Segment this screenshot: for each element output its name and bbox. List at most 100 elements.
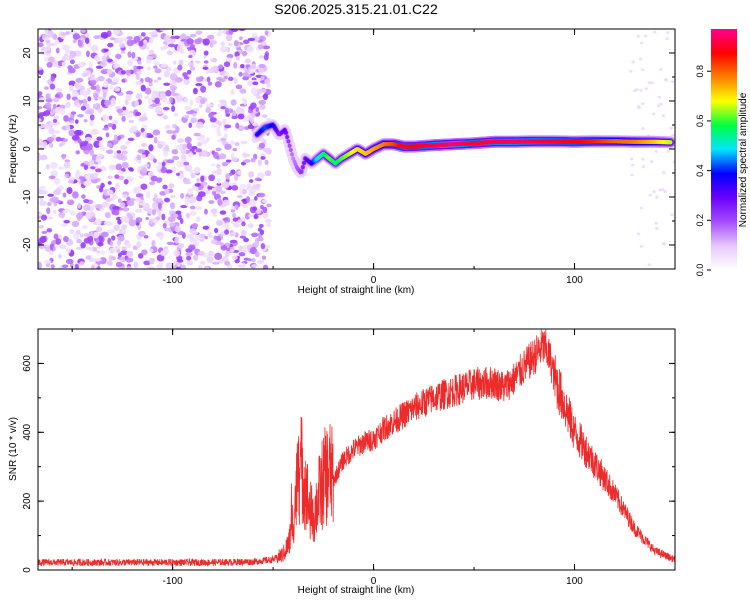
noise-dot bbox=[202, 225, 209, 230]
noise-dot bbox=[258, 99, 266, 106]
noise-dot bbox=[38, 112, 47, 117]
noise-dot bbox=[163, 70, 171, 78]
noise-dot bbox=[218, 64, 224, 70]
noise-dot bbox=[230, 89, 235, 95]
noise-dot bbox=[45, 39, 51, 44]
noise-dot bbox=[262, 45, 271, 50]
noise-dot bbox=[153, 158, 157, 163]
noise-dot bbox=[264, 159, 269, 166]
noise-dot bbox=[99, 250, 106, 255]
noise-dot bbox=[165, 169, 173, 174]
noise-dot bbox=[75, 246, 83, 251]
noise-dot bbox=[264, 30, 269, 36]
noise-dot bbox=[640, 102, 645, 106]
noise-dot bbox=[107, 42, 114, 48]
noise-dot bbox=[176, 261, 181, 267]
noise-dot bbox=[110, 97, 116, 104]
noise-dot bbox=[121, 115, 126, 122]
noise-dot bbox=[80, 242, 86, 249]
noise-dot bbox=[243, 237, 249, 243]
noise-dot bbox=[219, 242, 225, 247]
noise-dot bbox=[241, 188, 248, 195]
noise-dot bbox=[191, 230, 198, 236]
noise-dot bbox=[657, 95, 662, 99]
noise-dot bbox=[172, 155, 180, 161]
noise-dot bbox=[98, 141, 104, 148]
noise-dot bbox=[63, 161, 71, 169]
noise-dot bbox=[162, 115, 168, 120]
noise-dot bbox=[156, 177, 162, 183]
noise-dot bbox=[135, 80, 142, 86]
noise-dot bbox=[146, 66, 152, 71]
colorbar-tick-label: 0.8 bbox=[695, 65, 705, 78]
noise-dot bbox=[117, 198, 122, 203]
noise-dot bbox=[89, 79, 97, 86]
noise-dot bbox=[68, 67, 76, 74]
noise-dot bbox=[84, 136, 93, 142]
noise-dot bbox=[71, 91, 79, 97]
noise-dot bbox=[60, 108, 66, 115]
noise-dot bbox=[203, 50, 209, 56]
noise-dot bbox=[148, 144, 154, 152]
noise-dot bbox=[135, 92, 143, 100]
noise-dot bbox=[133, 65, 137, 73]
noise-dot bbox=[46, 44, 51, 52]
noise-dot bbox=[77, 40, 83, 47]
noise-dot bbox=[151, 208, 156, 216]
noise-dot bbox=[159, 94, 164, 101]
noise-dot bbox=[165, 262, 173, 269]
noise-dot bbox=[107, 123, 114, 128]
noise-dot bbox=[225, 173, 231, 180]
noise-dot bbox=[643, 34, 648, 38]
noise-dot bbox=[654, 221, 658, 225]
noise-dot bbox=[222, 118, 227, 126]
noise-dot bbox=[142, 130, 147, 139]
noise-dot bbox=[184, 115, 190, 119]
noise-dot bbox=[47, 30, 55, 38]
noise-dot bbox=[171, 134, 176, 140]
noise-dot bbox=[217, 103, 224, 108]
noise-dot bbox=[133, 186, 141, 194]
noise-dot bbox=[155, 164, 163, 170]
noise-dot bbox=[108, 247, 117, 254]
noise-dot bbox=[96, 249, 101, 254]
noise-dot bbox=[61, 154, 66, 160]
noise-dot bbox=[157, 143, 163, 149]
noise-dot bbox=[165, 90, 172, 97]
noise-dot bbox=[199, 104, 203, 108]
noise-dot bbox=[90, 85, 98, 90]
noise-dot bbox=[149, 181, 155, 186]
noise-dot bbox=[257, 172, 265, 180]
noise-dot bbox=[169, 202, 176, 210]
noise-dot bbox=[112, 29, 120, 36]
noise-dot bbox=[164, 144, 170, 152]
noise-dot bbox=[219, 210, 227, 215]
noise-dot bbox=[123, 206, 129, 212]
noise-dot bbox=[230, 99, 237, 106]
noise-dot bbox=[40, 47, 48, 54]
noise-dot bbox=[225, 57, 232, 63]
noise-dot bbox=[91, 128, 99, 135]
noise-dot bbox=[106, 189, 114, 196]
noise-dot bbox=[265, 221, 271, 228]
noise-dot bbox=[249, 187, 256, 195]
noise-dot bbox=[74, 129, 82, 136]
noise-dot bbox=[117, 170, 124, 175]
ridge-mark bbox=[283, 130, 288, 135]
noise-dot bbox=[199, 260, 206, 265]
noise-dot bbox=[174, 35, 181, 40]
noise-dot bbox=[113, 209, 120, 216]
noise-dot bbox=[224, 260, 231, 266]
noise-dot bbox=[207, 231, 213, 238]
noise-dot bbox=[135, 65, 144, 70]
noise-dot bbox=[53, 115, 60, 120]
noise-dot bbox=[69, 59, 76, 65]
noise-dot bbox=[80, 145, 88, 151]
noise-dot bbox=[77, 113, 85, 118]
noise-dot bbox=[50, 75, 56, 82]
noise-dot bbox=[152, 129, 161, 136]
noise-dot bbox=[58, 143, 64, 147]
noise-dot bbox=[118, 38, 123, 47]
noise-dot bbox=[93, 258, 102, 262]
x-tick-label: 100 bbox=[566, 275, 583, 286]
